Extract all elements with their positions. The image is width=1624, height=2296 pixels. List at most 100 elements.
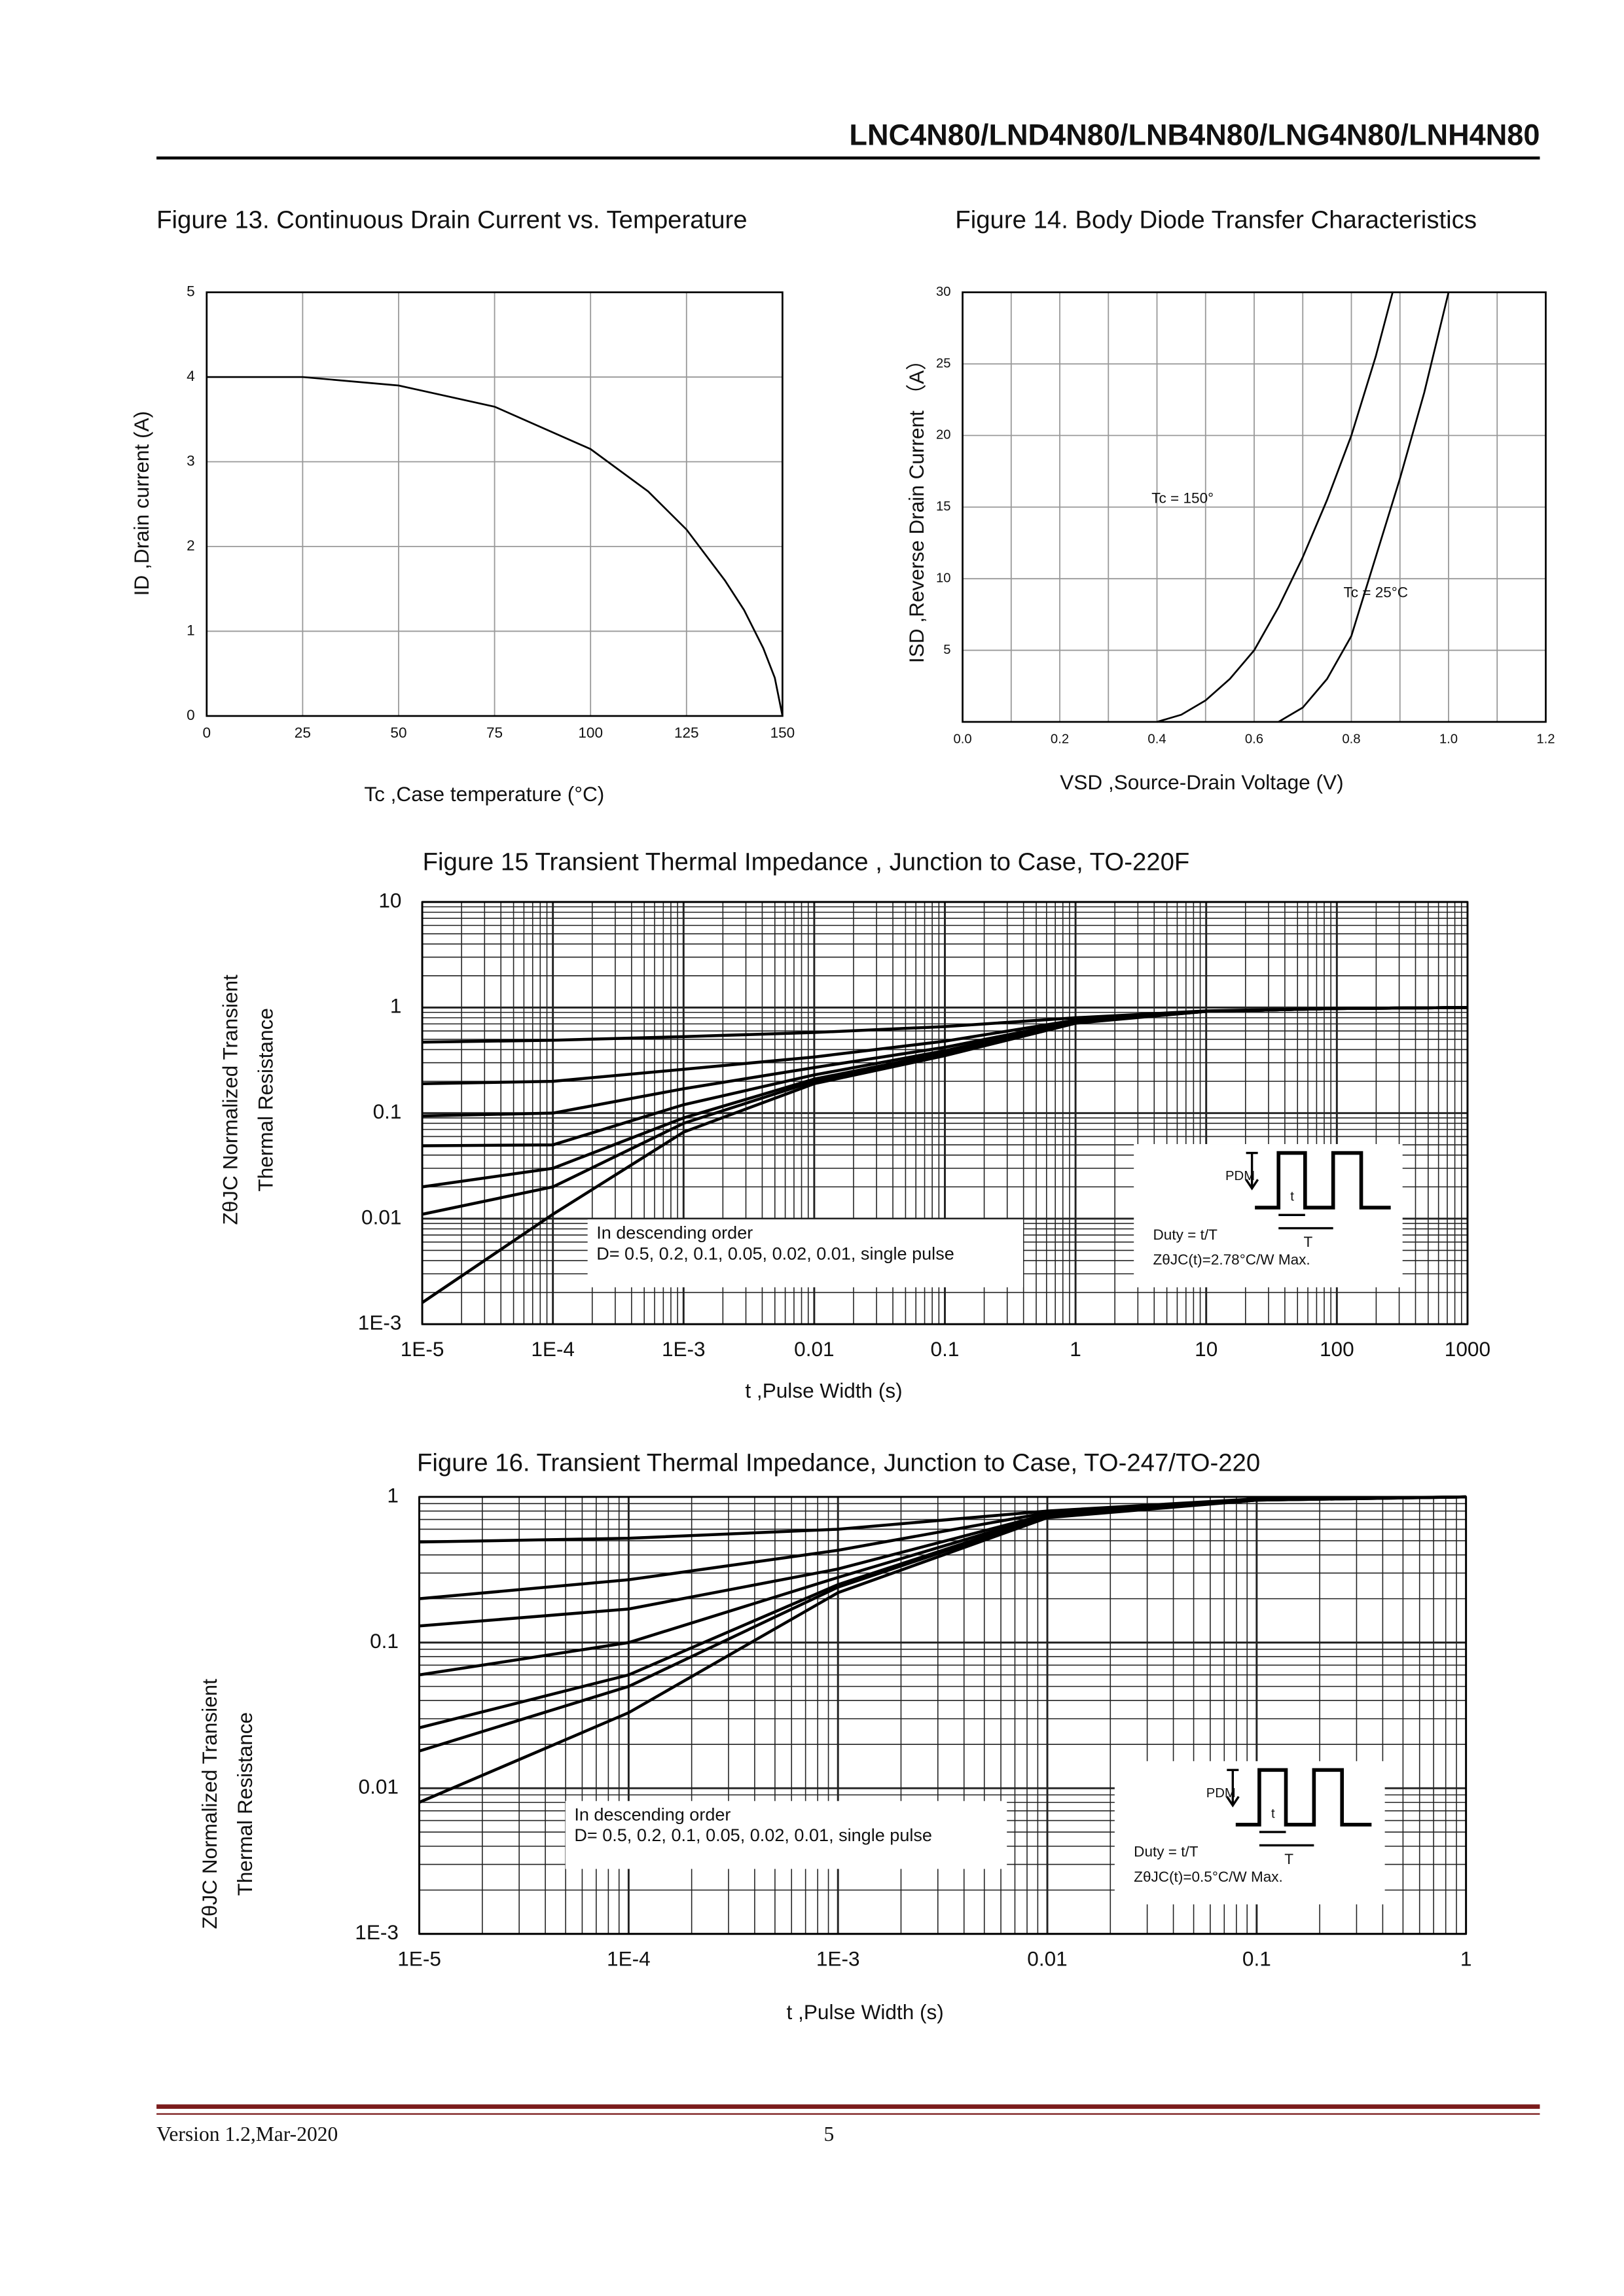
x-tick-label: 1000 bbox=[1445, 1337, 1490, 1361]
x-tick-label: 0.2 bbox=[1051, 732, 1069, 746]
pdm-arrow bbox=[1225, 1768, 1240, 1808]
inset-pdm: PDM bbox=[1225, 1169, 1255, 1183]
curve-label: Tc = 25°C bbox=[1343, 584, 1408, 601]
header-title: LNC4N80/LND4N80/LNB4N80/LNG4N80/LNH4N80 bbox=[849, 118, 1540, 152]
inset-zth: ZθJC(t)=0.5°C/W Max. bbox=[1134, 1869, 1283, 1885]
t-arrow bbox=[1278, 1213, 1333, 1230]
x-tick-label: 10 bbox=[1195, 1337, 1218, 1361]
y-tick-label: 1E-3 bbox=[355, 1920, 399, 1944]
chart: Figure 13. Continuous Drain Current vs. … bbox=[130, 206, 795, 806]
x-tick-label: 1.0 bbox=[1439, 732, 1458, 746]
inset-t: t bbox=[1271, 1806, 1275, 1821]
page-number: 5 bbox=[824, 2123, 835, 2145]
note-text: D= 0.5, 0.2, 0.1, 0.05, 0.02, 0.01, sing… bbox=[574, 1825, 932, 1845]
inset-t: t bbox=[1290, 1190, 1294, 1204]
y-tick-label: 2 bbox=[187, 537, 195, 554]
chart-title: Figure 16. Transient Thermal Impedance, … bbox=[417, 1449, 1260, 1477]
x-tick-label: 150 bbox=[770, 725, 795, 741]
inset-pdm: PDM bbox=[1206, 1786, 1236, 1801]
y-tick-label: 5 bbox=[187, 283, 195, 300]
chart: Figure 15 Transient Thermal Impedance , … bbox=[218, 848, 1490, 1403]
y-tick-label: 30 bbox=[936, 285, 951, 299]
chart-title: Figure 15 Transient Thermal Impedance , … bbox=[423, 848, 1190, 876]
x-tick-label: 100 bbox=[1320, 1337, 1354, 1361]
plot-frame bbox=[962, 291, 1547, 723]
inset-box bbox=[1134, 1144, 1403, 1287]
footer-version: Version 1.2,Mar-2020 bbox=[156, 2123, 338, 2145]
x-tick-label: 0.01 bbox=[1027, 1947, 1067, 1971]
note-box bbox=[565, 1801, 1007, 1869]
inset-period: T bbox=[1284, 1851, 1293, 1867]
curve bbox=[421, 1006, 1468, 1304]
curve bbox=[1278, 292, 1450, 723]
y-axis-label: Thermal Resistance bbox=[233, 1712, 257, 1896]
plot-frame bbox=[421, 901, 1469, 1325]
y-tick-label: 15 bbox=[936, 499, 951, 514]
y-axis-label: Thermal Resistance bbox=[254, 1008, 278, 1192]
chart-title: Figure 13. Continuous Drain Current vs. … bbox=[156, 206, 748, 234]
y-tick-label: 0.1 bbox=[370, 1629, 399, 1653]
x-tick-label: 1 bbox=[1070, 1337, 1081, 1361]
x-tick-label: 0.6 bbox=[1245, 732, 1263, 746]
inset-box bbox=[1114, 1761, 1385, 1905]
x-tick-label: 125 bbox=[674, 725, 699, 741]
y-tick-label: 1 bbox=[187, 622, 195, 638]
inset-duty: Duty = t/T bbox=[1153, 1227, 1218, 1243]
inset-zth: ZθJC(t)=2.78°C/W Max. bbox=[1153, 1251, 1310, 1268]
y-tick-label: 1 bbox=[390, 994, 402, 1018]
x-tick-label: 0 bbox=[202, 725, 211, 741]
x-tick-label: 25 bbox=[295, 725, 311, 741]
chart-title: Figure 14. Body Diode Transfer Character… bbox=[955, 206, 1477, 234]
inset-period: T bbox=[1304, 1234, 1313, 1250]
curve-label: Tc = 150° bbox=[1151, 490, 1214, 506]
x-tick-label: 0.4 bbox=[1147, 732, 1166, 746]
y-tick-label: 0.01 bbox=[359, 1775, 399, 1799]
x-tick-label: 1.2 bbox=[1536, 732, 1555, 746]
y-tick-label: 20 bbox=[936, 428, 951, 442]
y-tick-label: 0 bbox=[187, 707, 195, 723]
x-tick-label: 1E-4 bbox=[607, 1947, 651, 1971]
plot-frame bbox=[418, 1496, 1468, 1935]
x-tick-label: 1E-3 bbox=[816, 1947, 860, 1971]
y-axis-label: ID ,Drain current (A) bbox=[130, 411, 153, 596]
x-axis-label: t ,Pulse Width (s) bbox=[787, 2000, 944, 2024]
curve bbox=[1157, 292, 1394, 723]
y-tick-label: 1E-3 bbox=[358, 1311, 402, 1335]
x-tick-label: 1E-4 bbox=[531, 1337, 575, 1361]
x-tick-label: 50 bbox=[390, 725, 406, 741]
inset-duty: Duty = t/T bbox=[1134, 1844, 1199, 1860]
t-arrow bbox=[1259, 1831, 1314, 1847]
x-tick-label: 0.0 bbox=[953, 732, 971, 746]
y-tick-label: 10 bbox=[378, 888, 401, 912]
chart: Figure 14. Body Diode Transfer Character… bbox=[905, 206, 1555, 794]
y-axis-label: ZθJC Normalized Transient bbox=[198, 1679, 221, 1929]
x-tick-label: 100 bbox=[578, 725, 603, 741]
pulse-waveform bbox=[1235, 1768, 1372, 1827]
y-axis-label: ISD ,Reverse Drain Current （A） bbox=[905, 350, 928, 663]
y-tick-label: 1 bbox=[387, 1483, 399, 1507]
x-axis-label: VSD ,Source-Drain Voltage (V) bbox=[1060, 770, 1343, 794]
y-tick-label: 4 bbox=[187, 368, 195, 384]
x-tick-label: 75 bbox=[486, 725, 503, 741]
x-tick-label: 0.01 bbox=[794, 1337, 834, 1361]
x-axis-label: Tc ,Case temperature (°C) bbox=[364, 782, 604, 806]
x-tick-label: 1 bbox=[1460, 1947, 1472, 1971]
y-tick-label: 25 bbox=[936, 356, 951, 370]
note-text: In descending order bbox=[574, 1804, 731, 1824]
y-tick-label: 0.1 bbox=[373, 1100, 402, 1123]
y-tick-label: 5 bbox=[943, 643, 950, 657]
chart: Figure 16. Transient Thermal Impedance, … bbox=[198, 1449, 1472, 2024]
note-text: In descending order bbox=[596, 1223, 753, 1243]
pdm-arrow bbox=[1245, 1151, 1259, 1191]
note-box bbox=[587, 1219, 1024, 1287]
x-tick-label: 0.1 bbox=[1242, 1947, 1271, 1971]
x-tick-label: 1E-5 bbox=[401, 1337, 444, 1361]
x-axis-label: t ,Pulse Width (s) bbox=[745, 1378, 902, 1402]
x-tick-label: 0.1 bbox=[931, 1337, 960, 1361]
x-tick-label: 1E-5 bbox=[397, 1947, 441, 1971]
x-tick-label: 0.8 bbox=[1342, 732, 1360, 746]
curve bbox=[418, 1495, 1466, 1804]
note-text: D= 0.5, 0.2, 0.1, 0.05, 0.02, 0.01, sing… bbox=[596, 1244, 954, 1263]
